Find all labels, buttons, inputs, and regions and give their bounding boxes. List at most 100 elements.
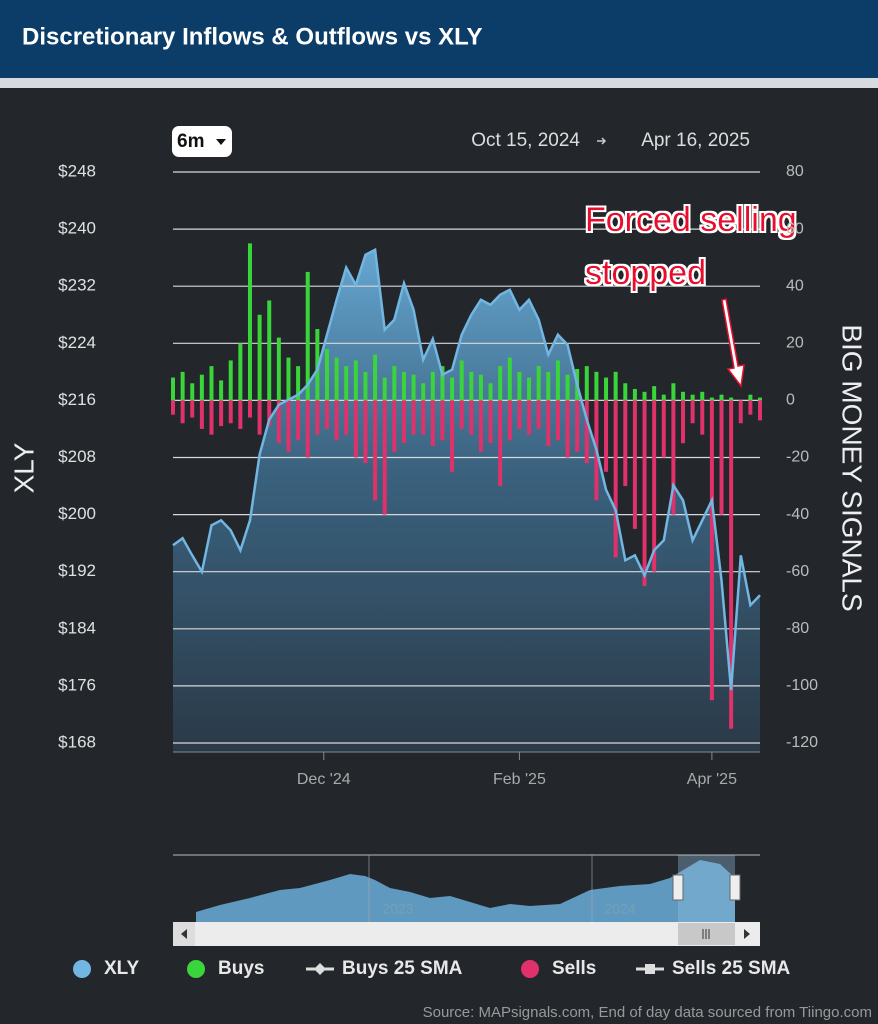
bar — [315, 329, 320, 401]
navigator-label: 2024 — [604, 901, 635, 917]
bar — [613, 400, 618, 558]
bar — [228, 360, 233, 401]
bar — [594, 371, 599, 401]
bar — [642, 400, 647, 586]
chart-title: Discretionary Inflows & Outflows vs XLY — [22, 23, 483, 50]
scroll-left-arrow — [181, 929, 187, 939]
caret — [216, 139, 226, 145]
header-strip — [0, 78, 878, 88]
bar — [228, 400, 233, 424]
navigator-handle[interactable] — [729, 874, 741, 901]
navigator-selection[interactable] — [678, 855, 735, 922]
y-axis-label: XLY — [8, 442, 39, 493]
bar — [623, 383, 628, 401]
bar — [171, 377, 175, 401]
y-tick-label: $184 — [58, 618, 96, 637]
bar — [642, 391, 647, 401]
annotation-arrow — [721, 298, 745, 388]
bar — [555, 400, 560, 441]
bar — [546, 371, 551, 401]
bar — [527, 377, 532, 401]
bar — [450, 400, 455, 472]
bar — [758, 397, 762, 401]
y-tick-label: $168 — [58, 732, 96, 751]
bar — [257, 400, 262, 435]
bar — [286, 400, 291, 452]
legend-label[interactable]: Sells 25 SMA — [672, 958, 791, 979]
bar — [719, 400, 724, 515]
bar — [296, 400, 301, 441]
bar — [171, 400, 175, 415]
y-tick-label: $176 — [58, 675, 96, 694]
x-tick-label: Dec '24 — [297, 771, 351, 788]
bar — [565, 400, 570, 458]
bar — [180, 371, 185, 401]
legend-label[interactable]: Buys — [218, 958, 264, 979]
bar — [671, 383, 676, 401]
y2-axis-label: BIG MONEY SIGNALS — [837, 324, 868, 611]
bar — [334, 357, 339, 401]
bar — [690, 394, 695, 401]
plot: Dec '24 Feb '25 Apr '25 Forced selling stopp… — [171, 171, 797, 788]
y2-tick-label: 80 — [786, 163, 804, 180]
legend: XLY Buys Buys 25 SMA Sells Sells 25 SMA — [73, 958, 791, 979]
bar — [661, 400, 666, 458]
bar — [681, 400, 686, 444]
annotation: stopped — [585, 254, 706, 292]
bar — [315, 400, 320, 435]
legend-label[interactable]: Sells — [552, 958, 596, 979]
bar — [334, 400, 339, 441]
bar — [219, 380, 224, 401]
bar — [604, 377, 609, 401]
bar — [382, 377, 387, 401]
legend-symbol — [314, 963, 326, 975]
range-end[interactable]: Apr 16, 2025 — [641, 130, 750, 151]
range-start[interactable]: Oct 15, 2024 — [471, 130, 580, 151]
bar — [555, 360, 560, 401]
bar — [401, 400, 406, 444]
bar — [276, 400, 281, 444]
bar — [469, 400, 474, 435]
legend-label[interactable]: Buys 25 SMA — [342, 958, 463, 979]
bar — [507, 400, 512, 441]
bar — [247, 400, 252, 418]
bar — [411, 374, 416, 401]
y2-tick-label: -100 — [786, 677, 818, 694]
bar — [671, 400, 676, 515]
range-button-label[interactable]: 6m — [177, 131, 204, 152]
bar — [353, 360, 358, 401]
bar — [344, 366, 349, 401]
bar — [373, 354, 378, 401]
legend-label[interactable]: XLY — [104, 958, 140, 979]
bar — [257, 314, 262, 401]
range-button[interactable] — [172, 126, 232, 157]
bar — [584, 366, 589, 401]
bar — [613, 371, 618, 401]
navigator-area — [196, 860, 735, 922]
bar — [238, 400, 243, 429]
range-arrow — [597, 137, 607, 145]
xly-line — [172, 247, 761, 691]
bar — [748, 400, 753, 415]
bar — [392, 400, 397, 452]
bar — [392, 366, 397, 401]
bar — [430, 371, 435, 401]
bar — [536, 366, 541, 401]
bar — [604, 400, 609, 472]
bar — [199, 374, 204, 401]
bar — [305, 400, 310, 458]
bar — [498, 400, 503, 487]
bar — [700, 400, 705, 435]
bar — [729, 400, 734, 729]
navigator-handle[interactable] — [672, 874, 684, 901]
bar — [478, 400, 483, 452]
bar — [632, 400, 637, 529]
bar — [353, 400, 358, 458]
xly-area — [173, 249, 760, 753]
bar — [363, 400, 368, 464]
bar — [421, 383, 426, 401]
source: Source: MAPsignals.com, End of day data … — [423, 1004, 872, 1021]
bar — [488, 383, 493, 401]
scrollbar[interactable] — [173, 922, 760, 946]
